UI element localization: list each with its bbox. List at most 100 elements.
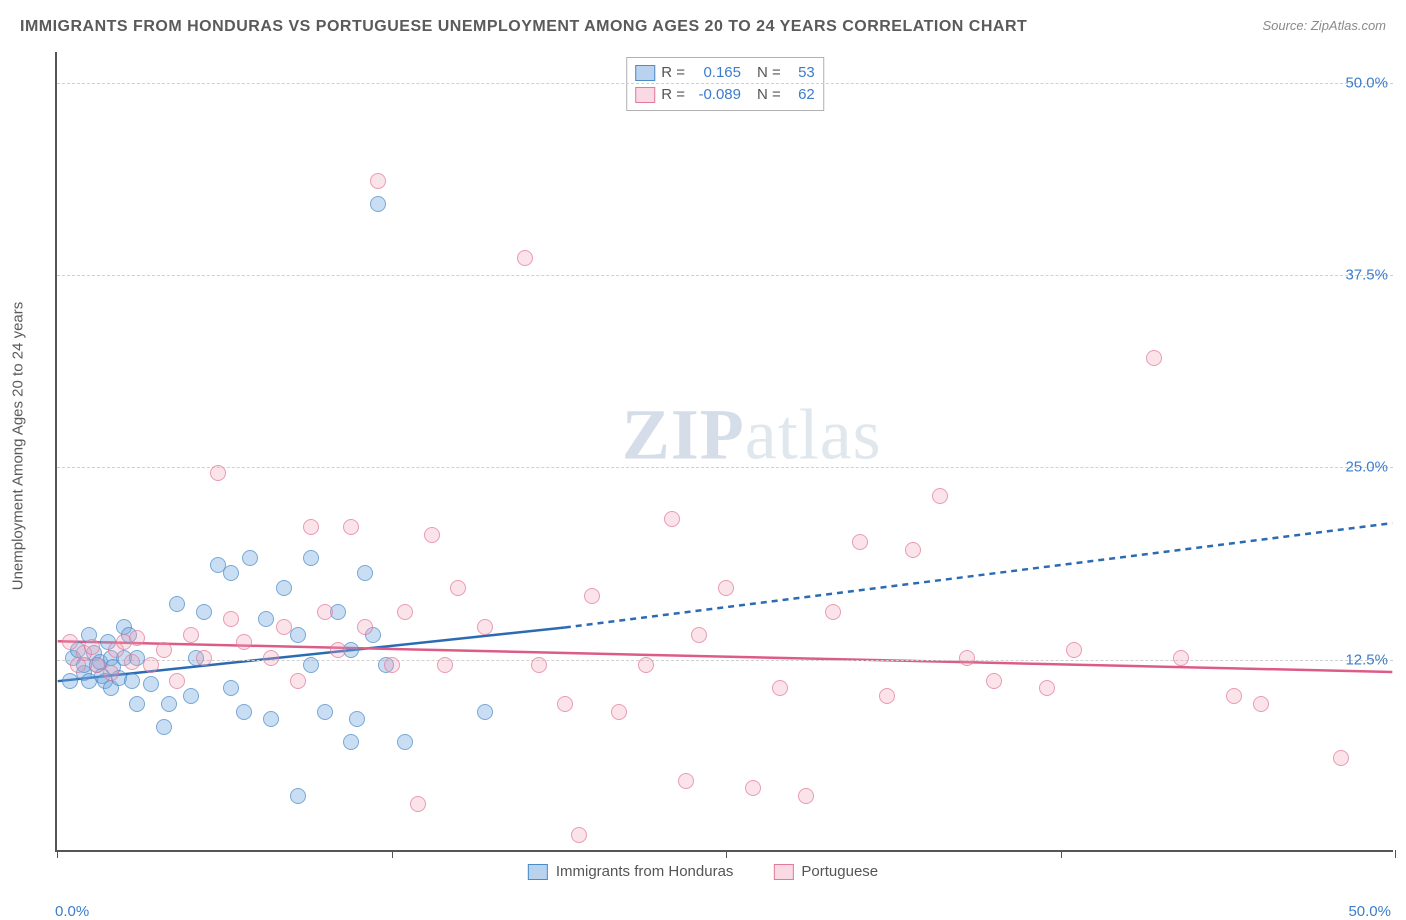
y-axis-title: Unemployment Among Ages 20 to 24 years <box>10 302 27 591</box>
data-point <box>276 619 292 635</box>
data-point <box>263 711 279 727</box>
data-point <box>1333 750 1349 766</box>
data-point <box>517 250 533 266</box>
data-point <box>169 596 185 612</box>
data-point <box>410 796 426 812</box>
data-point <box>290 788 306 804</box>
y-tick-label: 37.5% <box>1345 267 1388 284</box>
trend-lines <box>57 52 1393 850</box>
swatch-honduras <box>635 65 655 81</box>
data-point <box>223 680 239 696</box>
data-point <box>397 604 413 620</box>
watermark-rest: atlas <box>745 395 882 475</box>
data-point <box>959 650 975 666</box>
watermark: ZIPatlas <box>622 394 882 477</box>
data-point <box>1146 350 1162 366</box>
data-point <box>242 550 258 566</box>
n-label-1: N = <box>757 84 781 106</box>
data-point <box>290 673 306 689</box>
r-value-1: -0.089 <box>691 84 741 106</box>
data-point <box>986 673 1002 689</box>
bottom-legend: Immigrants from Honduras Portuguese <box>528 863 878 880</box>
data-point <box>424 527 440 543</box>
swatch-portuguese <box>635 87 655 103</box>
n-label-0: N = <box>757 62 781 84</box>
legend-label-0: Immigrants from Honduras <box>556 863 734 880</box>
stats-legend: R = 0.165 N = 53 R = -0.089 N = 62 <box>626 57 824 111</box>
legend-label-1: Portuguese <box>801 863 878 880</box>
data-point <box>161 696 177 712</box>
data-point <box>210 465 226 481</box>
data-point <box>129 696 145 712</box>
data-point <box>317 604 333 620</box>
x-tick <box>57 850 58 858</box>
data-point <box>1253 696 1269 712</box>
data-point <box>330 642 346 658</box>
data-point <box>124 673 140 689</box>
data-point <box>258 611 274 627</box>
data-point <box>223 565 239 581</box>
data-point <box>370 173 386 189</box>
data-point <box>156 642 172 658</box>
y-tick-label: 12.5% <box>1345 651 1388 668</box>
data-point <box>798 788 814 804</box>
r-value-0: 0.165 <box>691 62 741 84</box>
data-point <box>477 704 493 720</box>
data-point <box>437 657 453 673</box>
data-point <box>303 657 319 673</box>
data-point <box>303 519 319 535</box>
data-point <box>384 657 400 673</box>
gridline <box>57 83 1393 84</box>
data-point <box>370 196 386 212</box>
data-point <box>84 639 100 655</box>
data-point <box>349 711 365 727</box>
data-point <box>223 611 239 627</box>
data-point <box>664 511 680 527</box>
data-point <box>143 657 159 673</box>
x-tick <box>392 850 393 858</box>
data-point <box>772 680 788 696</box>
data-point <box>450 580 466 596</box>
data-point <box>357 565 373 581</box>
legend-item-1: Portuguese <box>773 863 878 880</box>
x-tick <box>726 850 727 858</box>
data-point <box>745 780 761 796</box>
data-point <box>196 604 212 620</box>
data-point <box>236 704 252 720</box>
source-credit: Source: ZipAtlas.com <box>1262 18 1386 33</box>
data-point <box>678 773 694 789</box>
data-point <box>638 657 654 673</box>
data-point <box>905 542 921 558</box>
x-tick <box>1061 850 1062 858</box>
data-point <box>477 619 493 635</box>
data-point <box>343 734 359 750</box>
data-point <box>236 634 252 650</box>
data-point <box>317 704 333 720</box>
data-point <box>1039 680 1055 696</box>
data-point <box>303 550 319 566</box>
data-point <box>143 676 159 692</box>
data-point <box>397 734 413 750</box>
gridline <box>57 275 1393 276</box>
data-point <box>584 588 600 604</box>
data-point <box>103 665 119 681</box>
y-tick-label: 25.0% <box>1345 459 1388 476</box>
data-point <box>156 719 172 735</box>
gridline <box>57 660 1393 661</box>
data-point <box>183 627 199 643</box>
x-label-min: 0.0% <box>55 903 89 920</box>
data-point <box>1066 642 1082 658</box>
data-point <box>169 673 185 689</box>
data-point <box>343 519 359 535</box>
data-point <box>531 657 547 673</box>
watermark-bold: ZIP <box>622 395 745 475</box>
gridline <box>57 467 1393 468</box>
legend-item-0: Immigrants from Honduras <box>528 863 734 880</box>
data-point <box>932 488 948 504</box>
data-point <box>825 604 841 620</box>
data-point <box>852 534 868 550</box>
stats-row-0: R = 0.165 N = 53 <box>635 62 815 84</box>
scatter-chart: ZIPatlas R = 0.165 N = 53 R = -0.089 N =… <box>55 52 1393 852</box>
data-point <box>571 827 587 843</box>
data-point <box>276 580 292 596</box>
